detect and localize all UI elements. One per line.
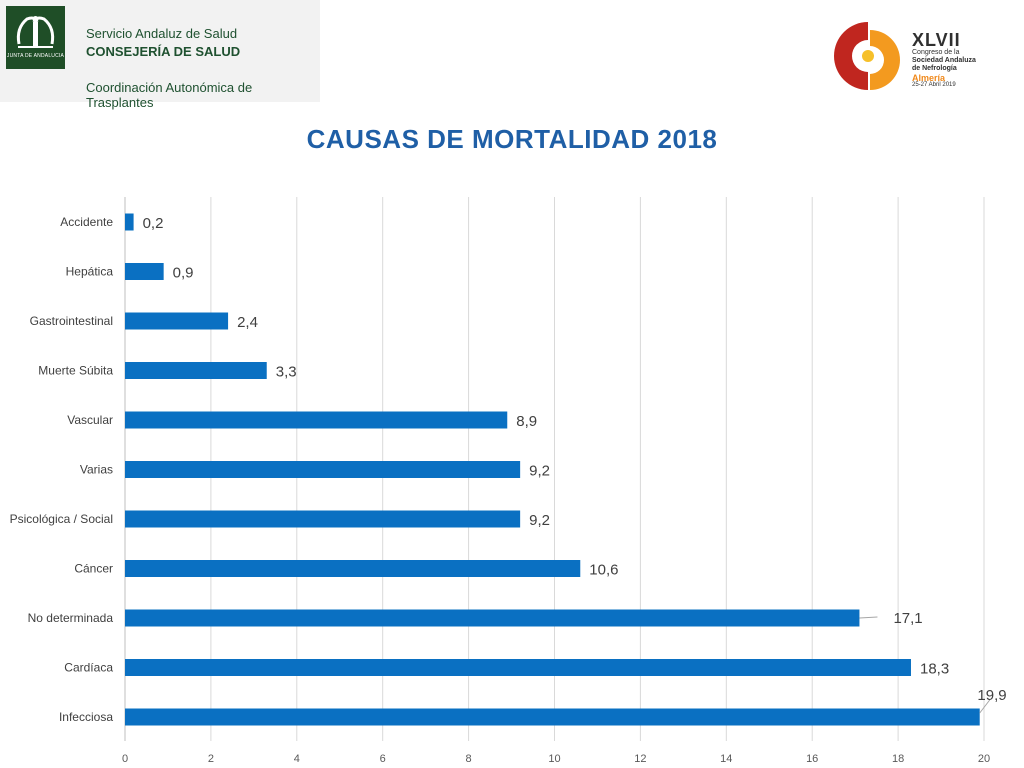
chart-title: CAUSAS DE MORTALIDAD 2018 — [306, 124, 718, 154]
congress-number: XLVII — [912, 30, 961, 50]
category-label: Psicológica / Social — [10, 512, 113, 526]
category-label: Varias — [80, 463, 113, 477]
bar — [125, 609, 860, 627]
bar — [125, 510, 521, 528]
leader-line — [979, 699, 991, 714]
x-tick-label: 8 — [466, 753, 472, 765]
congress-text-3: de Nefrología — [912, 65, 957, 72]
bar — [125, 411, 508, 429]
bar — [125, 659, 911, 676]
congress-logo: XLVII Congreso de la Sociedad Andaluza d… — [824, 18, 994, 94]
value-label: 8,9 — [516, 413, 537, 430]
value-label: 10,6 — [589, 562, 618, 579]
x-tick-label: 20 — [978, 753, 990, 765]
value-label: 2,4 — [237, 314, 258, 331]
bar — [125, 312, 229, 330]
category-label: Vascular — [67, 413, 113, 427]
category-label: Cardíaca — [64, 661, 113, 675]
congress-emblem-icon — [834, 22, 900, 90]
value-label: 18,3 — [920, 661, 949, 678]
category-label: Cáncer — [74, 562, 113, 576]
congress-city: Almería — [912, 73, 946, 83]
value-label: 0,2 — [143, 215, 164, 232]
congress-text-2: Sociedad Andaluza — [912, 57, 976, 64]
x-tick-label: 16 — [806, 753, 818, 765]
sas-name: Servicio Andaluz de Salud — [86, 26, 238, 41]
bar — [125, 263, 164, 280]
junta-emblem-icon — [16, 16, 55, 48]
bar — [125, 362, 267, 379]
category-label: Infecciosa — [59, 710, 113, 724]
congress-dates: 25-27 Abril 2019 — [912, 82, 956, 88]
x-tick-label: 18 — [892, 753, 904, 765]
junta-andalucia-logo: JUNTA DE ANDALUCIA — [6, 6, 65, 69]
bar — [125, 461, 521, 478]
coordination-name: Coordinación Autonómica de Trasplantes — [86, 80, 253, 110]
congress-text-1: Congreso de la — [912, 49, 960, 56]
value-label: 9,2 — [529, 512, 550, 529]
category-label: Muerte Súbita — [38, 364, 113, 378]
category-label: No determinada — [28, 611, 114, 625]
junta-logo-text: JUNTA DE ANDALUCIA — [6, 53, 65, 59]
x-tick-label: 4 — [294, 753, 300, 765]
x-tick-label: 2 — [208, 753, 214, 765]
x-tick-label: 6 — [380, 753, 386, 765]
bar — [125, 560, 581, 577]
value-label: 17,1 — [893, 610, 922, 627]
category-label: Hepática — [66, 265, 114, 279]
x-tick-label: 12 — [634, 753, 646, 765]
value-label: 0,9 — [173, 265, 194, 282]
leader-line — [859, 616, 878, 619]
consejeria-name: CONSEJERÍA DE SALUD — [86, 44, 241, 59]
value-label: 19,9 — [977, 687, 1006, 704]
institution-header: JUNTA DE ANDALUCIA Servicio Andaluz de S… — [0, 0, 320, 110]
x-tick-label: 10 — [548, 753, 560, 765]
x-tick-label: 0 — [122, 753, 128, 765]
value-label: 9,2 — [529, 463, 550, 480]
bar — [125, 708, 980, 726]
value-label: 3,3 — [276, 364, 297, 381]
category-label: Gastrointestinal — [30, 314, 113, 328]
bar — [125, 213, 134, 231]
x-tick-label: 14 — [720, 753, 732, 765]
category-label: Accidente — [60, 215, 113, 229]
